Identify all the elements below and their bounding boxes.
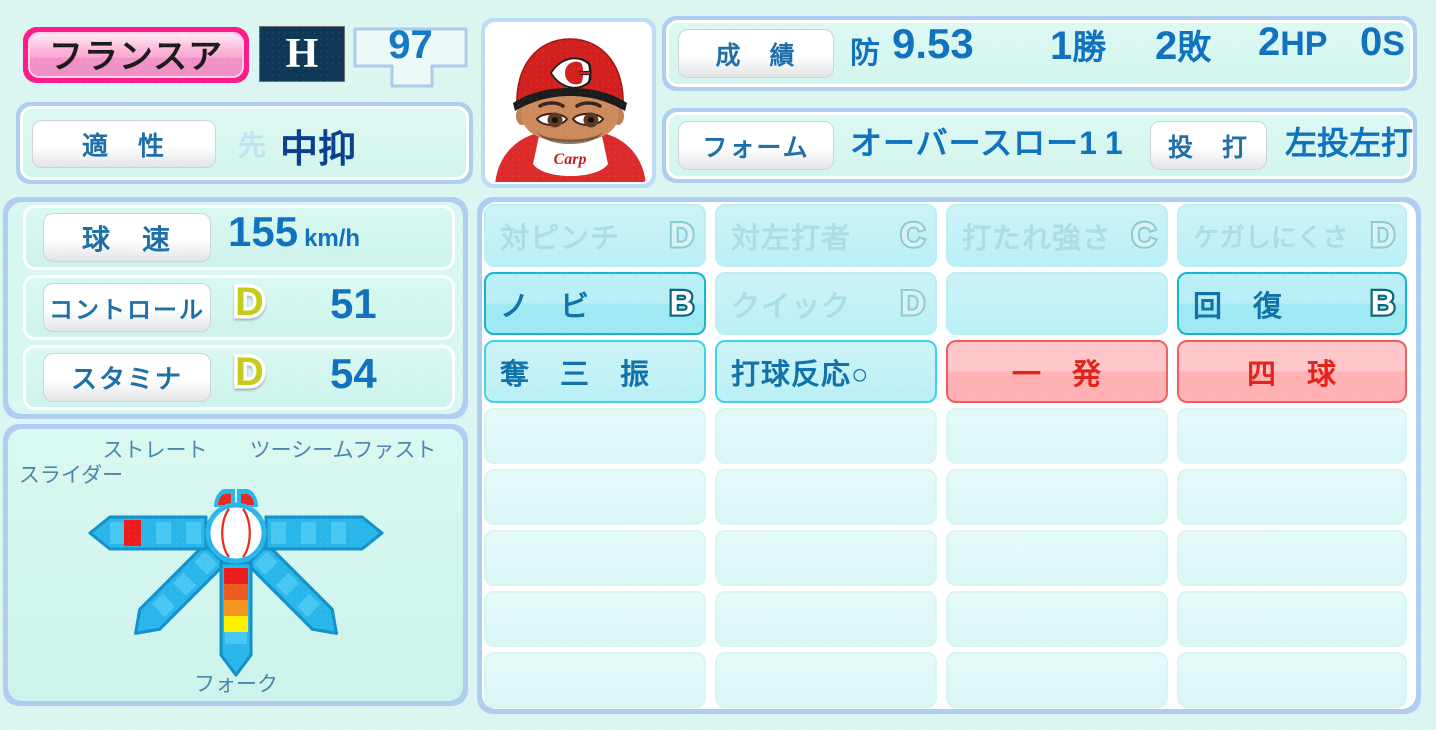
svg-text:ツーシームファスト: ツーシームファスト bbox=[250, 439, 437, 462]
svg-text:ストレート: ストレート bbox=[103, 439, 208, 462]
svg-text:スライダー: スライダー bbox=[19, 464, 123, 487]
svg-text:Carp: Carp bbox=[554, 151, 587, 168]
